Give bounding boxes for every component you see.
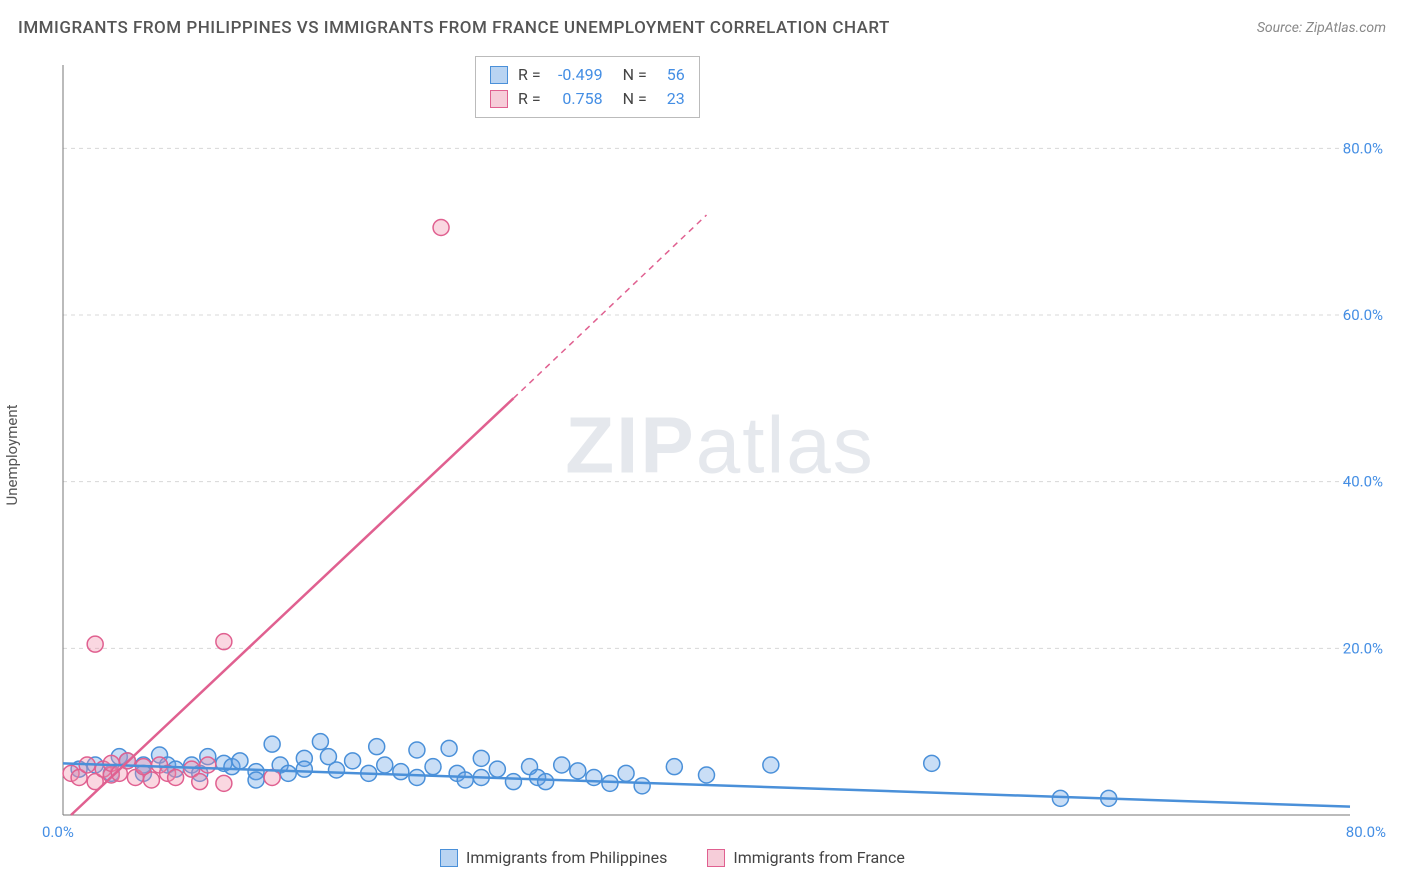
data-point-philippines bbox=[328, 762, 344, 778]
data-point-france bbox=[168, 770, 184, 786]
data-point-philippines bbox=[232, 753, 248, 769]
data-point-philippines bbox=[570, 763, 586, 779]
series-legend: Immigrants from Philippines Immigrants fr… bbox=[440, 848, 905, 867]
legend-swatch-icon bbox=[440, 849, 458, 867]
data-point-philippines bbox=[312, 734, 328, 750]
stats-n-label: N = bbox=[623, 63, 647, 87]
data-point-philippines bbox=[409, 742, 425, 758]
data-point-philippines bbox=[393, 764, 409, 780]
data-point-france bbox=[87, 636, 103, 652]
stats-row-philippines: R = -0.499 N = 56 bbox=[490, 63, 685, 87]
data-point-philippines bbox=[489, 761, 505, 777]
data-point-philippines bbox=[377, 757, 393, 773]
data-point-philippines bbox=[369, 739, 385, 755]
data-point-france bbox=[433, 220, 449, 236]
y-tick-label: 40.0% bbox=[1343, 473, 1383, 491]
y-tick-label: 60.0% bbox=[1343, 306, 1383, 324]
data-point-philippines bbox=[296, 761, 312, 777]
data-point-philippines bbox=[425, 759, 441, 775]
data-point-philippines bbox=[345, 753, 361, 769]
data-point-philippines bbox=[280, 765, 296, 781]
data-point-france bbox=[216, 634, 232, 650]
source-attribution: Source: ZipAtlas.com bbox=[1257, 20, 1386, 36]
stats-r-value: -0.499 bbox=[551, 63, 603, 87]
data-point-philippines bbox=[586, 770, 602, 786]
data-point-philippines bbox=[699, 767, 715, 783]
stats-swatch-icon bbox=[490, 66, 508, 84]
stats-swatch-icon bbox=[490, 90, 508, 108]
data-point-philippines bbox=[763, 757, 779, 773]
data-point-france bbox=[192, 774, 208, 790]
legend-item-philippines: Immigrants from Philippines bbox=[440, 848, 667, 867]
y-tick-label: 80.0% bbox=[1343, 139, 1383, 157]
data-point-philippines bbox=[538, 774, 554, 790]
data-point-france bbox=[216, 775, 232, 791]
data-point-france bbox=[264, 770, 280, 786]
y-axis-label: Unemployment bbox=[3, 404, 21, 505]
trend-line-ext-france bbox=[513, 215, 706, 398]
data-point-france bbox=[143, 772, 159, 788]
stats-r-label: R = bbox=[518, 63, 541, 87]
stats-r-label: R = bbox=[518, 87, 541, 111]
data-point-philippines bbox=[602, 775, 618, 791]
chart-title: IMMIGRANTS FROM PHILIPPINES VS IMMIGRANT… bbox=[18, 18, 890, 38]
stats-row-france: R = 0.758 N = 23 bbox=[490, 87, 685, 111]
chart-area: 20.0%40.0%60.0%80.0% ZIPatlas bbox=[55, 55, 1385, 845]
correlation-stats-box: R = -0.499 N = 56 R = 0.758 N = 23 bbox=[475, 56, 700, 118]
legend-label: Immigrants from France bbox=[733, 848, 905, 867]
x-tick-max: 80.0% bbox=[1346, 823, 1386, 841]
data-point-philippines bbox=[618, 765, 634, 781]
data-point-france bbox=[200, 757, 216, 773]
x-tick-min: 0.0% bbox=[42, 823, 74, 841]
data-point-philippines bbox=[441, 740, 457, 756]
data-point-philippines bbox=[924, 755, 940, 771]
stats-n-label: N = bbox=[623, 87, 647, 111]
data-point-philippines bbox=[457, 772, 473, 788]
data-point-philippines bbox=[554, 757, 570, 773]
data-point-philippines bbox=[409, 770, 425, 786]
data-point-philippines bbox=[248, 772, 264, 788]
data-point-philippines bbox=[264, 736, 280, 752]
legend-label: Immigrants from Philippines bbox=[466, 848, 667, 867]
data-point-philippines bbox=[473, 750, 489, 766]
data-point-philippines bbox=[505, 774, 521, 790]
stats-r-value: 0.758 bbox=[551, 87, 603, 111]
scatter-chart-svg: 20.0% 40.0% 60.0% 80.0% bbox=[55, 55, 1385, 845]
legend-swatch-icon bbox=[707, 849, 725, 867]
data-point-philippines bbox=[634, 778, 650, 794]
legend-item-france: Immigrants from France bbox=[707, 848, 905, 867]
y-tick-label: 20.0% bbox=[1343, 639, 1383, 657]
stats-n-value: 23 bbox=[657, 87, 685, 111]
data-point-philippines bbox=[666, 759, 682, 775]
stats-n-value: 56 bbox=[657, 63, 685, 87]
